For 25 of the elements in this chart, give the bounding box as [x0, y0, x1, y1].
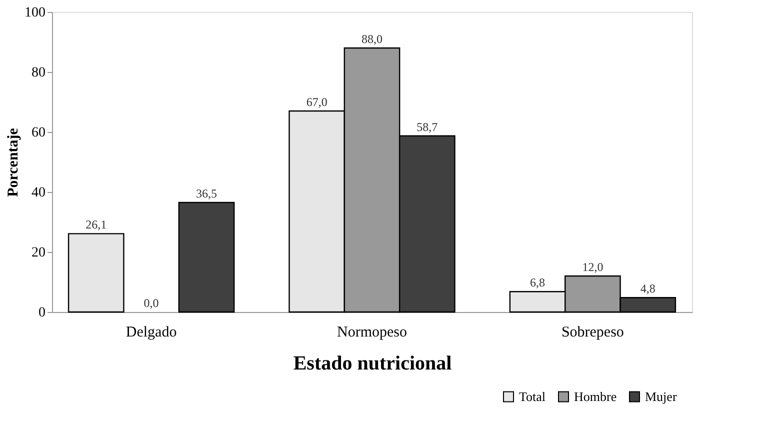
legend-label: Mujer — [645, 388, 678, 404]
y-tick-label: 20 — [32, 246, 46, 260]
y-tick-label: 80 — [32, 66, 46, 80]
y-axis-title: Porcentaje — [6, 128, 22, 197]
x-tick-label: Delgado — [126, 324, 177, 340]
bar — [68, 233, 124, 313]
data-label: 88,0 — [362, 32, 382, 46]
y-tick-label: 40 — [32, 186, 46, 200]
data-label: 67,0 — [306, 95, 328, 109]
data-label: 4,8 — [640, 282, 656, 296]
data-label: 0,0 — [144, 296, 159, 310]
bar — [178, 202, 235, 313]
x-axis-title: Estado nutricional — [293, 352, 452, 374]
data-label: 58,7 — [416, 120, 438, 134]
y-tick-label: 0 — [38, 306, 46, 320]
x-tick-label: Normopeso — [337, 324, 407, 340]
data-label: 12,0 — [582, 260, 604, 274]
x-tick-label: Sobrepeso — [561, 324, 624, 340]
data-label: 6,8 — [530, 276, 546, 290]
data-label: 36,5 — [196, 186, 217, 200]
data-label: 26,1 — [86, 218, 107, 232]
y-tick-label: 60 — [32, 126, 46, 140]
y-tick-label: 100 — [24, 6, 46, 20]
legend-label: Hombre — [574, 388, 617, 404]
legend-label: Total — [519, 388, 546, 404]
